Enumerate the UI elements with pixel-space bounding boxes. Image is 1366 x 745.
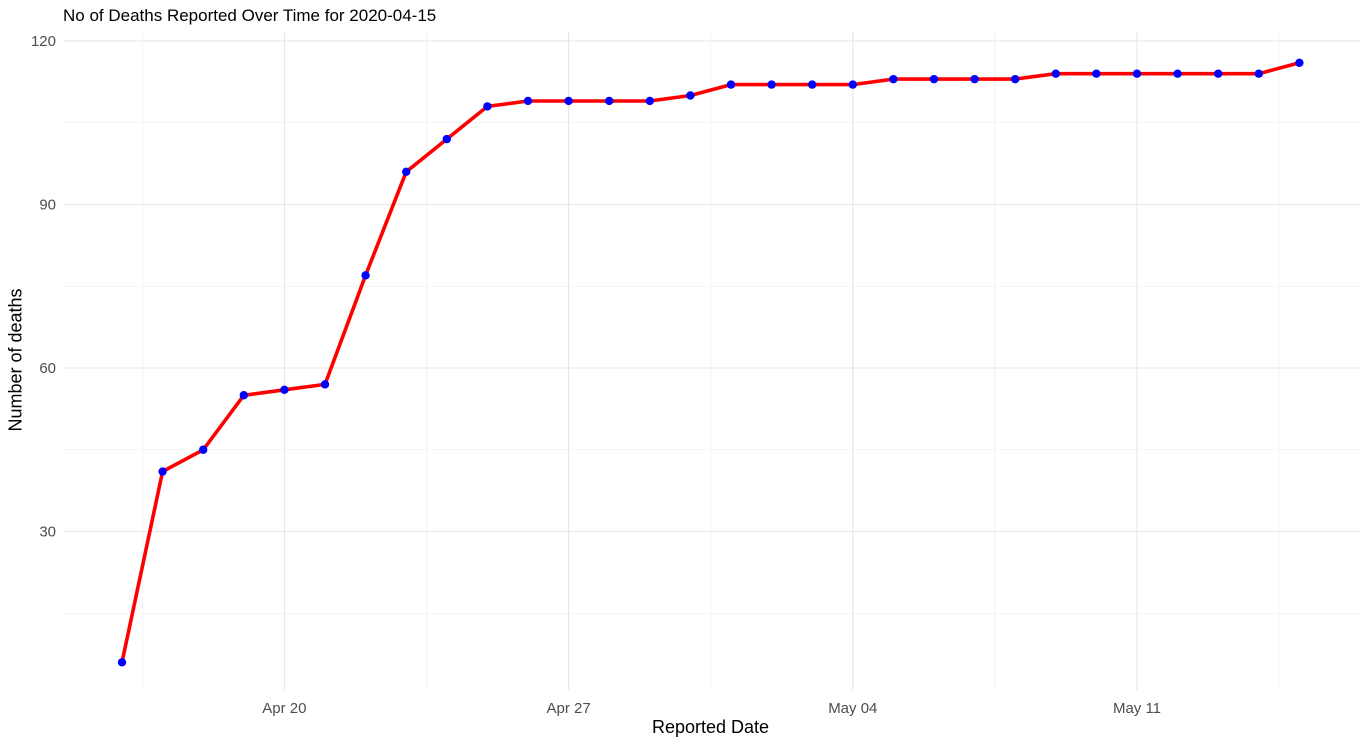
x-tick-label: Apr 20 [262,700,306,717]
y-tick-label: 60 [39,360,56,377]
data-point [808,80,817,89]
data-point [1051,69,1061,78]
data-point [645,96,654,106]
y-tick-label: 120 [31,33,56,50]
data-point [280,385,289,394]
data-point [848,80,857,89]
data-point [767,80,776,89]
data-point [320,380,330,389]
data-point [1254,69,1264,78]
data-point [1214,69,1223,78]
data-point [442,134,451,144]
x-axis-label: Reported Date [651,717,770,737]
y-tick-label: 30 [39,524,56,541]
data-point [1011,74,1020,84]
data-point [402,167,411,176]
data-point [523,96,533,106]
data-point [686,91,695,100]
deaths-series [117,58,1304,667]
axis-ticks: 30 60 90 120 Apr 20 Apr 27 May 04 May 11 [31,33,1161,717]
y-tick-label: 90 [39,197,56,214]
data-point [1092,69,1101,78]
data-point [970,74,979,84]
data-point [158,467,167,476]
data-point [605,96,614,106]
data-point [483,102,492,111]
data-point [1173,69,1182,78]
data-point [889,74,898,84]
x-tick-label: Apr 27 [546,700,590,717]
data-point [1132,69,1142,78]
y-axis-label: Number of deaths [5,288,26,432]
chart-title: No of Deaths Reported Over Time for 2020… [63,6,437,25]
x-tick-label: May 04 [828,700,877,717]
data-point [564,96,573,106]
data-point [199,445,208,454]
data-point [929,74,939,84]
data-point [1295,58,1304,67]
data-point [117,658,127,667]
data-point [726,80,736,89]
grid [63,31,1360,690]
series-line [120,60,1302,665]
x-tick-label: May 11 [1113,700,1161,717]
data-point [239,391,248,400]
data-point [361,271,370,280]
